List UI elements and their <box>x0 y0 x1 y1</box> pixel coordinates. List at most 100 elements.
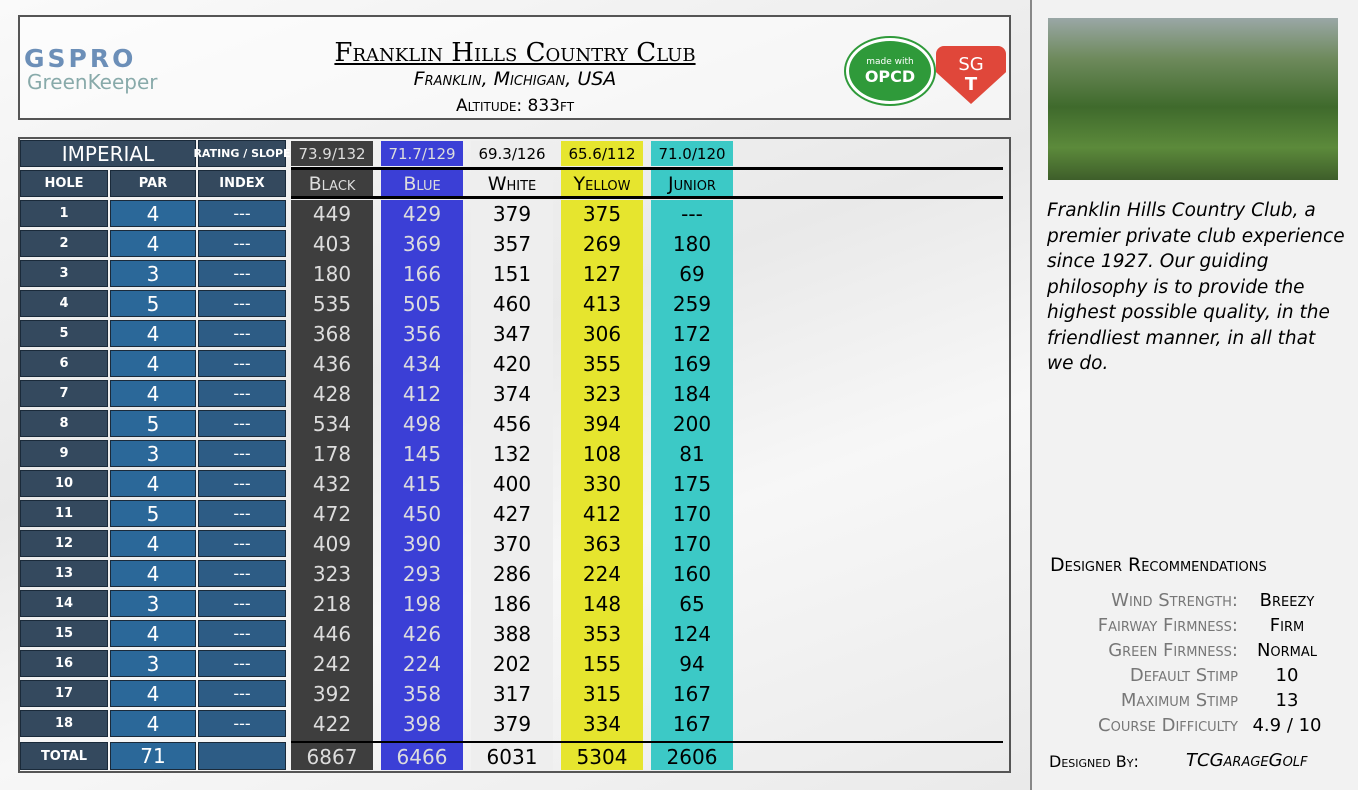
yardage: 293 <box>402 561 442 586</box>
hole-number: 16 <box>20 650 108 677</box>
yardage: 286 <box>492 561 532 586</box>
index: --- <box>198 320 286 347</box>
hole-number: 17 <box>20 680 108 707</box>
units: IMPERIAL <box>20 140 196 167</box>
yardage: 422 <box>312 711 352 736</box>
designer: TCGarageGolf <box>1186 750 1308 771</box>
yardage: 334 <box>582 711 622 736</box>
par: 4 <box>110 350 196 377</box>
yardage: 323 <box>312 561 352 586</box>
yardage: 315 <box>582 681 622 706</box>
yardage: 356 <box>402 321 442 346</box>
tee-total: 6867 <box>306 744 358 769</box>
yardage: 167 <box>672 711 712 736</box>
yardage: 167 <box>672 681 712 706</box>
yardage: 148 <box>582 591 622 616</box>
yardage: 242 <box>312 651 352 676</box>
yardage: 218 <box>312 591 352 616</box>
yardage: 449 <box>312 201 352 226</box>
header <box>18 15 1011 120</box>
yardage: 450 <box>402 501 442 526</box>
yardage: 317 <box>492 681 532 706</box>
yardage: 200 <box>672 411 712 436</box>
yardage: 403 <box>312 231 352 256</box>
yardage: 456 <box>492 411 532 436</box>
hole-number: 7 <box>20 380 108 407</box>
hole-number: 15 <box>20 620 108 647</box>
yardage: 394 <box>582 411 622 436</box>
yardage: 446 <box>312 621 352 646</box>
logo: GSPRO <box>24 44 137 73</box>
tee-rating: 69.3/126 <box>471 141 553 166</box>
hole-number: 2 <box>20 230 108 257</box>
column-header: HOLE <box>20 170 108 197</box>
yardage: 415 <box>402 471 442 496</box>
yardage: 369 <box>402 231 442 256</box>
rec-label: Default Stimp <box>1129 664 1238 686</box>
yardage: 94 <box>679 651 705 676</box>
yardage: 347 <box>492 321 532 346</box>
tee-name: Junior <box>651 170 733 197</box>
yardage: 505 <box>402 291 442 316</box>
tee-total: 6466 <box>396 744 448 769</box>
logo-sub: GreenKeeper <box>27 70 158 94</box>
index: --- <box>198 470 286 497</box>
yardage: 132 <box>492 441 532 466</box>
badge-small: made with <box>866 56 914 67</box>
par: 4 <box>110 320 196 347</box>
index: --- <box>198 710 286 737</box>
yardage: 175 <box>672 471 712 496</box>
yardage: 178 <box>312 441 352 466</box>
par: 3 <box>110 650 196 677</box>
yardage: 363 <box>582 531 622 556</box>
title: Franklin Hills Country Club <box>334 38 696 68</box>
total-label: TOTAL <box>20 742 108 770</box>
yardage: 413 <box>582 291 622 316</box>
yardage: 420 <box>492 351 532 376</box>
tee-rating: 65.6/112 <box>561 141 643 166</box>
designed-by-label: Designed By: <box>1049 752 1139 771</box>
tee-total: 2606 <box>666 744 718 769</box>
rec-value: 4.9 / 10 <box>1252 714 1322 736</box>
tee-column <box>561 200 643 770</box>
par: 3 <box>110 440 196 467</box>
par: 3 <box>110 260 196 287</box>
yardage: 429 <box>402 201 442 226</box>
yardage: 358 <box>402 681 442 706</box>
yardage: 534 <box>312 411 352 436</box>
yardage: 390 <box>402 531 442 556</box>
index: --- <box>198 260 286 287</box>
yardage: 124 <box>672 621 712 646</box>
rule <box>291 741 1003 743</box>
yardage: 172 <box>672 321 712 346</box>
index: --- <box>198 380 286 407</box>
yardage: 180 <box>672 231 712 256</box>
rule <box>291 167 1003 170</box>
yardage: 169 <box>672 351 712 376</box>
yardage: 460 <box>492 291 532 316</box>
index: --- <box>198 530 286 557</box>
index: --- <box>198 440 286 467</box>
index: --- <box>198 350 286 377</box>
par: 4 <box>110 200 196 227</box>
tee-column <box>471 200 553 770</box>
yardage: 398 <box>402 711 442 736</box>
yardage: 392 <box>312 681 352 706</box>
par-total: 71 <box>110 742 196 770</box>
hole-number: 1 <box>20 200 108 227</box>
hole-number: 18 <box>20 710 108 737</box>
index: --- <box>198 680 286 707</box>
yardage: 355 <box>582 351 622 376</box>
index: --- <box>198 620 286 647</box>
column-header: INDEX <box>198 170 286 197</box>
hole-number: 10 <box>20 470 108 497</box>
yardage: 434 <box>402 351 442 376</box>
yardage: 436 <box>312 351 352 376</box>
yardage: 127 <box>582 261 622 286</box>
yardage: 170 <box>672 531 712 556</box>
yardage: 145 <box>402 441 442 466</box>
par: 4 <box>110 470 196 497</box>
recommendations-title: Designer Recommendations <box>1050 554 1267 576</box>
yardage: 306 <box>582 321 622 346</box>
